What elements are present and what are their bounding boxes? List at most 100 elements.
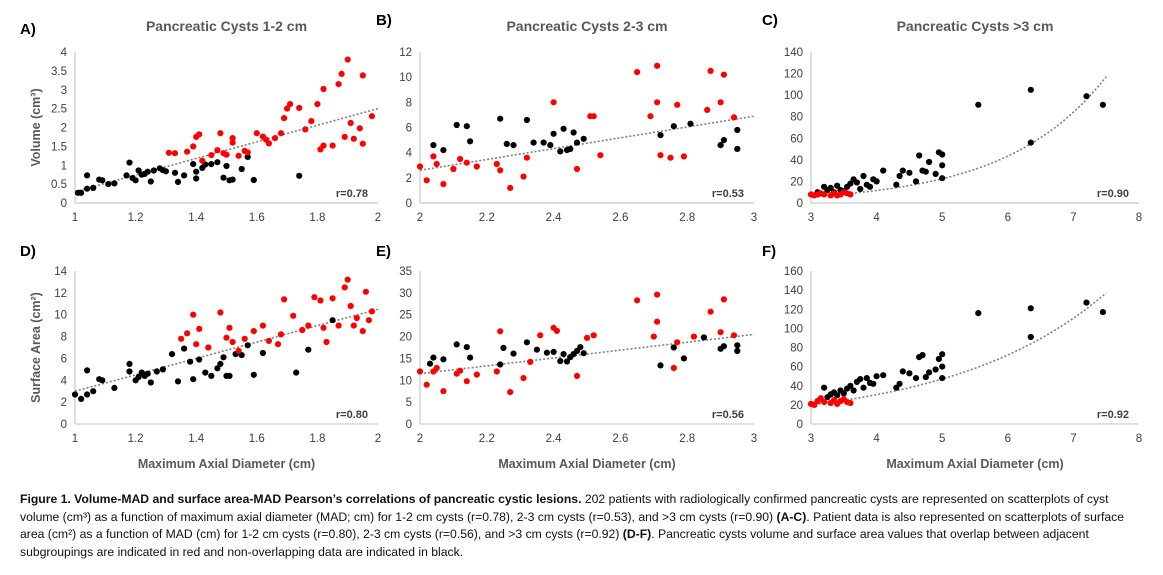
panel-f-xtick-label: 7 xyxy=(1070,433,1076,445)
panel-d-overlap-point xyxy=(350,322,357,329)
panel-d-overlap-point xyxy=(190,311,197,318)
panel-d-y-axis-title: Surface Area (cm²) xyxy=(29,292,43,403)
panel-c-nonoverlap-point xyxy=(922,168,929,175)
panel-f-nonoverlap-point xyxy=(847,382,854,389)
panel-a-r-annotation: r=0.78 xyxy=(336,188,368,200)
panel-d-overlap-point xyxy=(359,328,366,335)
panel-a-overlap-point xyxy=(229,135,236,142)
panel-e-overlap-point xyxy=(583,334,591,341)
panel-f-nonoverlap-point xyxy=(899,368,906,375)
panel-d-nonoverlap-point xyxy=(305,346,312,353)
panel-a-nonoverlap-point xyxy=(132,177,139,184)
panel-b-nonoverlap-point xyxy=(734,126,741,134)
panel-c-nonoverlap-point xyxy=(939,151,946,158)
panel-b-overlap-point xyxy=(573,165,581,173)
panel-f-nonoverlap-point xyxy=(1083,299,1090,306)
panel-f-nonoverlap-point xyxy=(939,375,946,382)
panel-d-overlap-point xyxy=(277,331,285,338)
panel-c-nonoverlap-point xyxy=(912,178,920,185)
panel-a-ytick-label: 3 xyxy=(61,85,67,97)
panel-a-nonoverlap-point xyxy=(147,178,154,185)
panel-c-nonoverlap-point xyxy=(860,172,867,180)
panel-a-overlap-point xyxy=(308,118,315,125)
panel-d-nonoverlap-point xyxy=(190,376,197,383)
panel-a-overlap-point xyxy=(368,113,375,120)
panel-e-overlap-point xyxy=(690,333,698,340)
panel-d-overlap-point xyxy=(274,341,282,348)
panel-d-overlap-point xyxy=(281,296,288,303)
panel-d-overlap-point xyxy=(347,302,354,310)
panel-a-xtick-label: 1.2 xyxy=(128,212,144,224)
panel-b-overlap-point xyxy=(634,69,641,76)
panel-f-nonoverlap-point xyxy=(896,380,903,387)
panel-f-nonoverlap-point xyxy=(935,355,943,363)
panel-d-overlap-point xyxy=(344,276,351,283)
panel-b-nonoverlap-point xyxy=(503,140,510,147)
panel-a-nonoverlap-point xyxy=(238,165,245,173)
panel-e-overlap-point xyxy=(507,389,514,396)
panel-d-overlap-point xyxy=(290,312,297,319)
panel-d-overlap-point xyxy=(196,325,203,332)
panel-d-overlap-point xyxy=(353,314,360,322)
panel-c-nonoverlap-point xyxy=(893,181,900,188)
panel-b-nonoverlap-point xyxy=(497,115,504,122)
panel-f-ytick-label: 120 xyxy=(784,304,803,316)
panel-a-overlap-point xyxy=(296,104,303,111)
panel-d-label: D) xyxy=(20,243,36,260)
panel-a-overlap-point xyxy=(196,131,203,138)
panel-a-overlap-point xyxy=(320,142,327,149)
panel-e-nonoverlap-point xyxy=(670,344,677,351)
panel-d-overlap-point xyxy=(368,308,375,315)
panel-b-title: Pancreatic Cysts 2-3 cm xyxy=(506,18,667,34)
panel-d-ytick-label: 8 xyxy=(61,332,67,344)
panel-b-ytick-label: 6 xyxy=(406,123,412,135)
panel-d-nonoverlap-point xyxy=(84,391,91,398)
panel-f-ytick-label: 160 xyxy=(784,266,803,278)
panel-e-overlap-point xyxy=(457,367,464,374)
panel-a-overlap-point xyxy=(350,135,357,142)
panel-c-nonoverlap-point xyxy=(899,167,906,174)
panel-f-nonoverlap-point xyxy=(821,384,828,391)
panel-a-overlap-point xyxy=(287,101,294,108)
panel-c-xtick-label: 8 xyxy=(1136,212,1142,224)
panel-e-nonoverlap-point xyxy=(720,343,728,350)
panel-f-nonoverlap-point xyxy=(873,373,880,380)
panel-c-nonoverlap-point xyxy=(866,183,874,190)
panel-d-nonoverlap-point xyxy=(135,373,142,381)
panel-b-nonoverlap-point xyxy=(557,148,564,155)
panel-b-ytick-label: 4 xyxy=(406,148,413,160)
panel-b-nonoverlap-point xyxy=(547,142,554,149)
panel-a-nonoverlap-point xyxy=(84,172,91,179)
panel-a-nonoverlap-point xyxy=(244,153,251,160)
panel-c-ytick-label: 40 xyxy=(790,155,803,167)
panel-b-overlap-point xyxy=(497,167,504,174)
panel-b-overlap-point xyxy=(423,177,430,184)
panel-d-nonoverlap-point xyxy=(174,378,182,385)
panel-d-overlap-point xyxy=(205,344,212,351)
panel-f-nonoverlap-point xyxy=(932,366,939,373)
panel-d-overlap-point xyxy=(365,317,372,324)
panel-e-nonoverlap-point xyxy=(700,334,708,341)
panel-a-overlap-point xyxy=(341,133,348,140)
panel-d: D) 0 2 4 6 8 10 12 14 1 1.2 1.4 1.6 1.8 2 Surface Area … xyxy=(20,243,381,471)
panel-f-nonoverlap-point xyxy=(975,310,982,317)
panel-c-nonoverlap-point xyxy=(880,167,887,174)
panel-b-nonoverlap-point xyxy=(687,120,694,127)
panel-b-nonoverlap-point xyxy=(540,139,547,146)
panel-c-ytick-label: 0 xyxy=(797,198,803,210)
panel-b-overlap-point xyxy=(654,99,661,106)
panel-d-nonoverlap-point xyxy=(71,391,79,398)
panel-d-ytick-label: 6 xyxy=(61,353,67,365)
panel-a-overlap-point xyxy=(171,150,179,157)
panel-d-nonoverlap-point xyxy=(329,317,336,324)
panel-e-nonoverlap-point xyxy=(543,349,551,356)
panel-d-nonoverlap-point xyxy=(147,379,154,386)
panel-c-nonoverlap-point xyxy=(1099,101,1106,108)
panel-d-ytick-label: 14 xyxy=(54,266,67,278)
panel-e-nonoverlap-point xyxy=(453,341,460,348)
panel-f-nonoverlap-point xyxy=(1027,305,1034,312)
panel-b-overlap-point xyxy=(590,113,597,120)
panel-a-overlap-point xyxy=(338,70,345,77)
panel-e-overlap-point xyxy=(527,358,534,365)
panel-e-nonoverlap-point xyxy=(577,344,584,351)
